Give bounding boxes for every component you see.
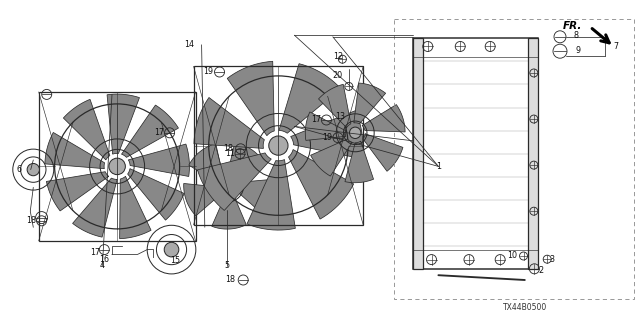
Polygon shape xyxy=(305,112,346,140)
Polygon shape xyxy=(198,153,271,211)
Circle shape xyxy=(349,127,361,139)
Polygon shape xyxy=(63,99,110,160)
Text: 11: 11 xyxy=(225,149,236,158)
Polygon shape xyxy=(129,144,189,176)
Text: 19: 19 xyxy=(204,68,214,76)
Text: 9: 9 xyxy=(575,46,580,55)
Polygon shape xyxy=(289,149,354,219)
Text: 4: 4 xyxy=(100,261,105,270)
Polygon shape xyxy=(189,144,223,183)
Circle shape xyxy=(109,158,125,175)
Text: 12: 12 xyxy=(333,52,343,61)
Polygon shape xyxy=(122,105,179,157)
Polygon shape xyxy=(235,180,271,213)
Text: 17: 17 xyxy=(90,248,100,257)
Polygon shape xyxy=(227,61,275,136)
Text: 18: 18 xyxy=(26,216,36,225)
Text: 2: 2 xyxy=(538,266,543,275)
Text: 5: 5 xyxy=(225,261,230,270)
Polygon shape xyxy=(310,139,352,176)
Bar xyxy=(413,38,538,269)
Text: FR.: FR. xyxy=(563,21,582,31)
Bar xyxy=(193,66,364,225)
Polygon shape xyxy=(354,83,386,124)
Text: 8: 8 xyxy=(573,31,579,40)
Polygon shape xyxy=(46,172,109,211)
Text: 3: 3 xyxy=(549,255,554,264)
Circle shape xyxy=(164,242,179,257)
Polygon shape xyxy=(120,176,151,239)
Polygon shape xyxy=(279,64,340,133)
Text: 1: 1 xyxy=(436,162,441,171)
Polygon shape xyxy=(107,94,140,154)
Polygon shape xyxy=(291,111,363,159)
Text: 17: 17 xyxy=(154,128,164,137)
Circle shape xyxy=(27,164,40,176)
Polygon shape xyxy=(45,132,104,169)
Text: 14: 14 xyxy=(184,40,194,49)
Text: 18: 18 xyxy=(225,276,236,284)
Polygon shape xyxy=(72,178,117,237)
Polygon shape xyxy=(363,134,403,171)
Text: 20: 20 xyxy=(333,71,343,80)
Polygon shape xyxy=(184,183,222,216)
Text: 6: 6 xyxy=(17,165,22,174)
Bar xyxy=(394,19,634,299)
Text: 19: 19 xyxy=(322,133,332,142)
Polygon shape xyxy=(227,143,264,180)
Polygon shape xyxy=(212,192,246,229)
Text: 10: 10 xyxy=(507,252,517,260)
Bar xyxy=(413,38,423,269)
Bar xyxy=(527,38,538,269)
Polygon shape xyxy=(127,169,184,220)
Text: 16: 16 xyxy=(99,255,109,264)
Circle shape xyxy=(222,180,232,191)
Text: 15: 15 xyxy=(170,256,180,265)
Text: 18: 18 xyxy=(223,144,234,153)
Text: 13: 13 xyxy=(335,112,346,121)
Polygon shape xyxy=(247,160,295,230)
Polygon shape xyxy=(345,141,374,183)
Text: TX44B0500: TX44B0500 xyxy=(502,303,547,312)
Bar xyxy=(38,92,196,241)
Polygon shape xyxy=(362,105,405,132)
Circle shape xyxy=(269,136,288,155)
Text: 17: 17 xyxy=(311,116,321,124)
Text: 7: 7 xyxy=(614,42,619,51)
Polygon shape xyxy=(319,84,351,128)
Polygon shape xyxy=(194,98,264,148)
